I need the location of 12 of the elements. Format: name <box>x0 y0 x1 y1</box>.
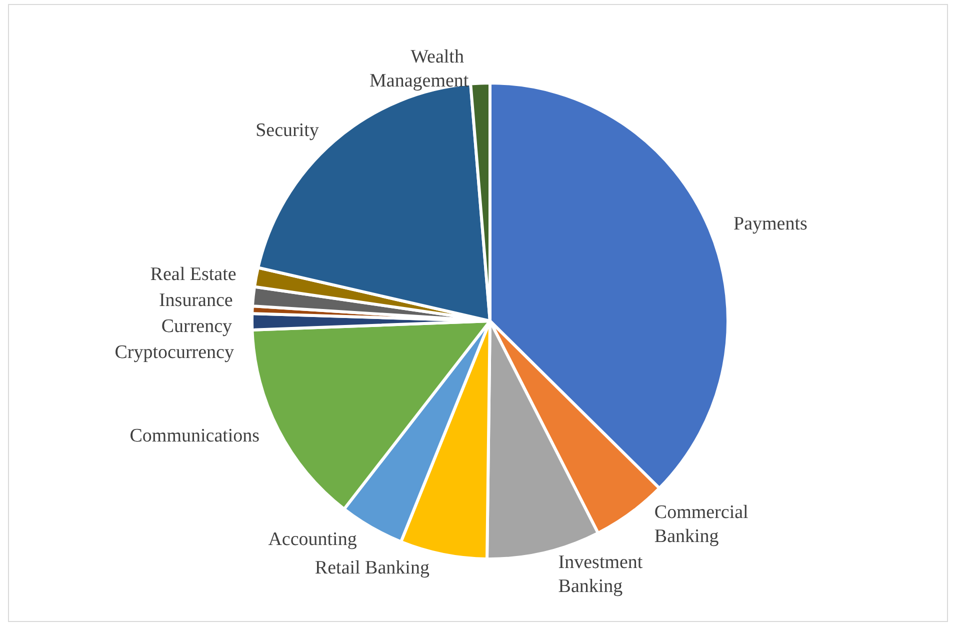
slice-label: Commercial Banking <box>654 502 754 547</box>
slice-label: Real Estate <box>150 264 236 286</box>
slice-label: Payments <box>734 213 808 234</box>
slice-label: Accounting <box>268 529 358 550</box>
slice-label: Cryptocurrency <box>114 342 234 364</box>
slice-label: Investment Banking <box>558 552 648 597</box>
slice-label: Insurance <box>158 290 233 312</box>
slice-label: Currency <box>161 316 233 338</box>
slice-label: Wealth Management <box>370 46 470 92</box>
slice-label: Retail Banking <box>314 558 430 579</box>
slice-label: Security <box>256 120 320 141</box>
slice-label: Communications <box>130 426 260 447</box>
